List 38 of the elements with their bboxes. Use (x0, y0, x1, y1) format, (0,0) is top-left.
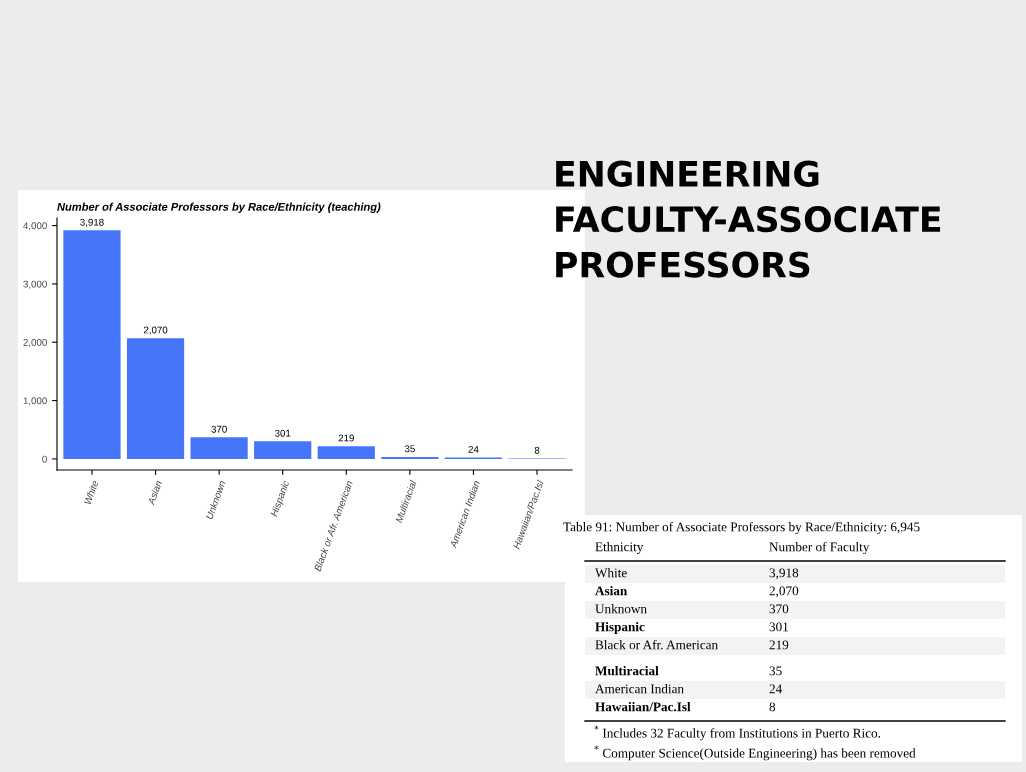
category-label: Asian (595, 586, 628, 596)
text: Ethnicity (595, 542, 644, 554)
caption: Table 91: Number of Associate Professors by Race/Ethnicity: 6,945 (563, 521, 920, 535)
text: $^{*}$ Computer Science(Outside Engineering) has been removed (594, 745, 916, 761)
category-label: American Indian (595, 684, 684, 694)
x-tick-label: Asian (147, 480, 163, 506)
text: 370 (769, 604, 789, 614)
category-label: Hispanic (595, 622, 645, 634)
y-tick-label: 3,000 (23, 280, 47, 289)
text: 3,918 (769, 568, 799, 580)
text: 8 (769, 702, 776, 712)
category-label: Black or Afr. American (595, 639, 718, 650)
data-label: 2,070 (143, 326, 168, 335)
y-tick-label: 1,000 (23, 397, 47, 406)
text: ENGINEERING FACULTY-ASSOCIATE PROFESSORS (556, 160, 941, 278)
y-tick-label: 4,000 (23, 222, 47, 231)
category-label: Hawaiian/Pac.Isl (595, 702, 691, 712)
data-label: 8 (534, 446, 540, 454)
y-tick-label: 2,000 (23, 338, 47, 348)
data-label: 24 (468, 445, 479, 453)
category-label: White (595, 568, 627, 578)
chart-subtitle: Number of Associate Professors by Race/Ethnicity (teaching) (57, 202, 381, 213)
text: 35 (769, 666, 782, 676)
category-label: Multiracial (595, 666, 659, 676)
data-label: 370 (211, 425, 227, 433)
x-tick-label: White (83, 480, 99, 505)
data-label: 35 (404, 445, 415, 453)
text: 301 (769, 622, 788, 632)
category-label: Unknown (595, 604, 647, 614)
data-label: 219 (338, 434, 354, 442)
data-label: 3,918 (80, 218, 104, 227)
text: $^{*}$ Includes 32 Faculty from Institutions in Puerto Rico. (594, 725, 881, 741)
text: 219 (769, 640, 789, 650)
text: Number of Faculty (769, 541, 870, 555)
text: 24 (769, 684, 782, 694)
data-label: 301 (274, 429, 291, 437)
text: 2,070 (769, 586, 799, 598)
y-tick-label: 0 (42, 455, 47, 463)
